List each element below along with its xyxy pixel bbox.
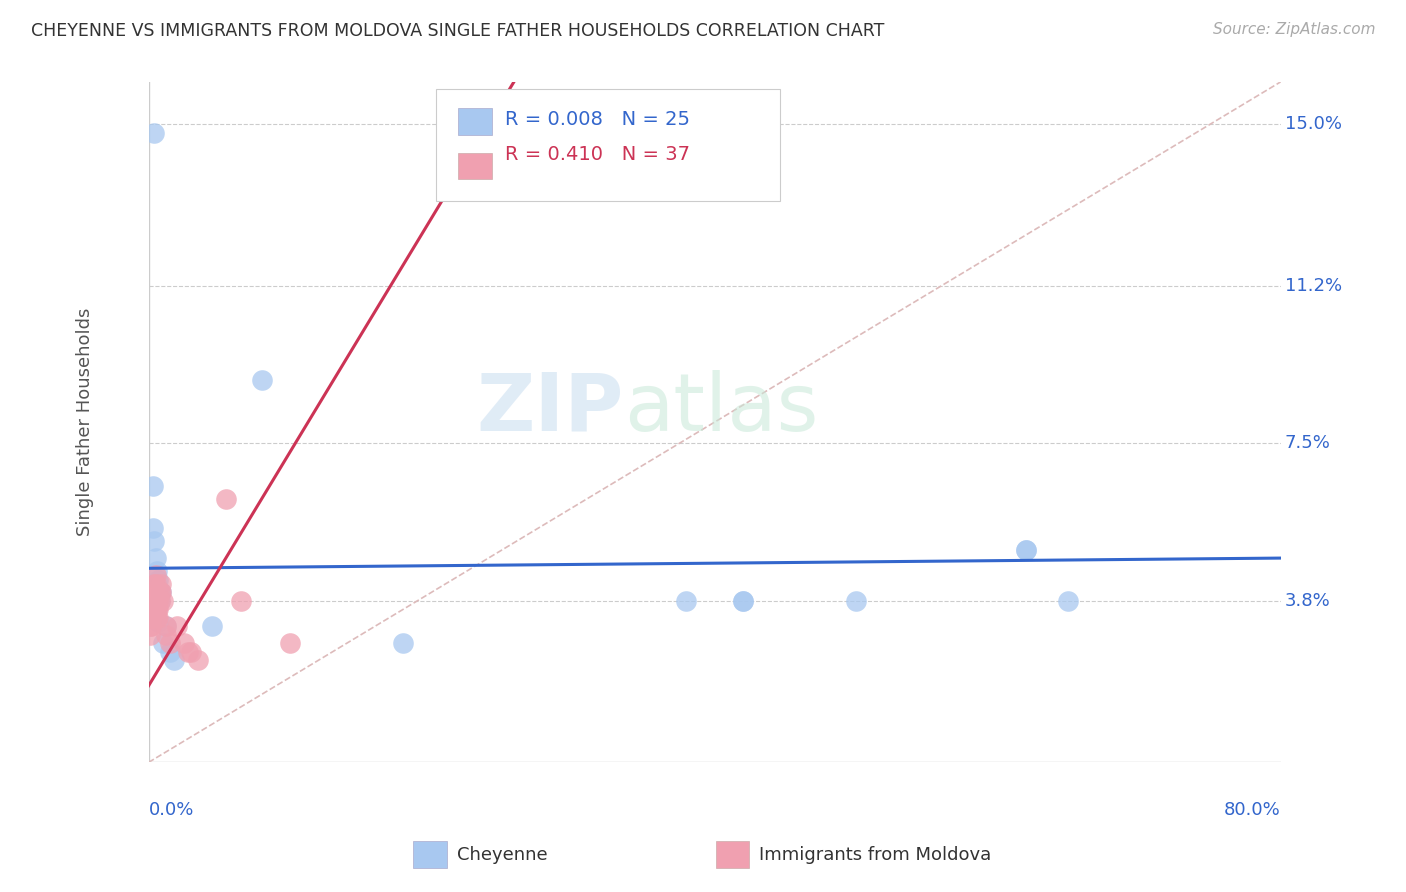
Point xyxy=(250,373,273,387)
Point xyxy=(215,491,238,506)
Text: 11.2%: 11.2% xyxy=(1285,277,1341,295)
Point xyxy=(141,619,163,633)
Point xyxy=(146,564,169,578)
Point xyxy=(150,585,173,599)
Point xyxy=(148,611,170,625)
Point xyxy=(145,551,167,566)
Point xyxy=(139,602,162,616)
Point xyxy=(149,594,172,608)
Point xyxy=(139,619,162,633)
Point xyxy=(278,636,301,650)
Text: 7.5%: 7.5% xyxy=(1285,434,1330,452)
Text: 3.8%: 3.8% xyxy=(1285,591,1330,610)
Text: Cheyenne: Cheyenne xyxy=(457,846,547,863)
Point xyxy=(146,611,169,625)
Point xyxy=(152,636,174,650)
Point xyxy=(146,602,169,616)
Point xyxy=(143,534,166,549)
Point xyxy=(150,585,173,599)
Text: Immigrants from Moldova: Immigrants from Moldova xyxy=(759,846,991,863)
Point xyxy=(148,615,170,629)
Text: CHEYENNE VS IMMIGRANTS FROM MOLDOVA SINGLE FATHER HOUSEHOLDS CORRELATION CHART: CHEYENNE VS IMMIGRANTS FROM MOLDOVA SING… xyxy=(31,22,884,40)
Point xyxy=(141,611,163,625)
Point xyxy=(187,653,209,667)
Point xyxy=(845,594,868,608)
Text: atlas: atlas xyxy=(624,369,818,448)
Point xyxy=(142,479,165,493)
Text: R = 0.410   N = 37: R = 0.410 N = 37 xyxy=(505,145,690,164)
Point xyxy=(142,521,165,535)
Point xyxy=(731,594,754,608)
Point xyxy=(146,602,169,616)
Point xyxy=(155,628,177,642)
Point xyxy=(149,594,172,608)
Point xyxy=(229,594,252,608)
Point xyxy=(143,585,166,599)
Point xyxy=(142,602,165,616)
Point xyxy=(145,576,167,591)
Point xyxy=(155,619,177,633)
Point xyxy=(141,594,163,608)
Point xyxy=(173,636,195,650)
Point xyxy=(141,602,163,616)
Point xyxy=(142,585,165,599)
Point xyxy=(731,594,754,608)
Text: 15.0%: 15.0% xyxy=(1285,115,1341,134)
Point xyxy=(166,619,188,633)
Point xyxy=(177,645,200,659)
Point xyxy=(201,619,224,633)
Point xyxy=(143,126,166,140)
Text: R = 0.008   N = 25: R = 0.008 N = 25 xyxy=(505,110,690,128)
Point xyxy=(148,602,170,616)
Point xyxy=(139,628,162,642)
Point xyxy=(675,594,697,608)
Point xyxy=(392,636,415,650)
Point xyxy=(152,594,174,608)
Point xyxy=(159,645,181,659)
Text: 80.0%: 80.0% xyxy=(1223,801,1281,819)
Point xyxy=(1015,542,1038,557)
Point xyxy=(149,585,172,599)
Point xyxy=(159,636,181,650)
Point xyxy=(148,573,170,587)
Text: Source: ZipAtlas.com: Source: ZipAtlas.com xyxy=(1212,22,1375,37)
Point xyxy=(142,594,165,608)
Text: ZIP: ZIP xyxy=(477,369,624,448)
Point xyxy=(155,619,177,633)
Point xyxy=(180,645,202,659)
Point xyxy=(139,611,162,625)
Point xyxy=(148,594,170,608)
Point xyxy=(1057,594,1080,608)
Point xyxy=(163,653,186,667)
Point xyxy=(143,594,166,608)
Text: Single Father Households: Single Father Households xyxy=(76,308,94,536)
Point xyxy=(150,576,173,591)
Point xyxy=(143,576,166,591)
Text: 0.0%: 0.0% xyxy=(149,801,194,819)
Point xyxy=(145,568,167,582)
Point xyxy=(1015,542,1038,557)
